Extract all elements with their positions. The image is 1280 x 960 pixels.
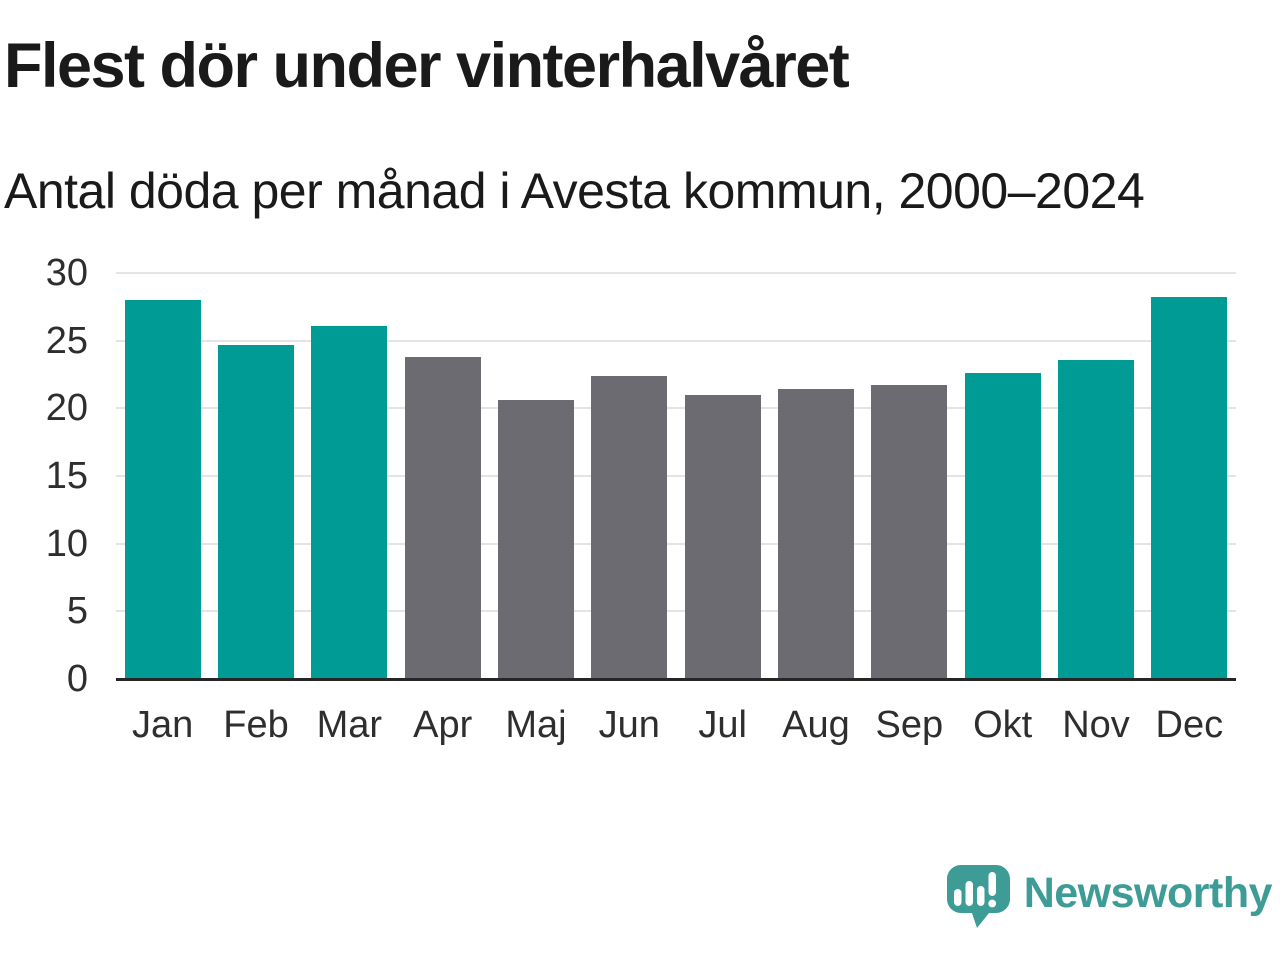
gridline-30 — [116, 272, 1236, 274]
y-tick-label-20: 20 — [45, 387, 88, 430]
gridline-5 — [116, 610, 1236, 613]
bar-nov — [1058, 359, 1134, 679]
newsworthy-wordmark: Newsworthy — [1023, 869, 1273, 917]
logo-exclamation-stem — [988, 872, 996, 896]
plot-area — [116, 272, 1236, 679]
x-tick-label-okt: Okt — [973, 704, 1033, 746]
bar-jul — [684, 394, 761, 679]
logo-exclamation-dot — [988, 899, 996, 908]
newsworthy-logo-icon — [946, 865, 1010, 928]
x-tick-label-jun: Jun — [598, 704, 660, 746]
x-tick-label-maj: Maj — [505, 704, 567, 746]
x-tick-label-feb: Feb — [223, 704, 289, 746]
gridline-15 — [116, 475, 1236, 477]
logo-bar-small — [953, 889, 962, 906]
bar-jan — [124, 300, 201, 679]
x-tick-label-dec: Dec — [1155, 704, 1224, 746]
logo-bar-mid — [976, 886, 985, 906]
x-tick-label-aug: Aug — [782, 704, 850, 746]
gridline-20 — [116, 407, 1236, 410]
x-tick-label-mar: Mar — [316, 704, 383, 746]
bar-dec — [1151, 297, 1228, 679]
x-tick-label-jan: Jan — [132, 704, 194, 746]
y-tick-label-5: 5 — [66, 590, 88, 633]
x-tick-label-sep: Sep — [875, 704, 944, 746]
bar-sep — [871, 385, 948, 679]
y-tick-label-30: 30 — [45, 252, 88, 294]
gridline-10 — [116, 542, 1236, 545]
bar-aug — [778, 389, 854, 679]
bar-maj — [498, 400, 574, 679]
y-tick-label-15: 15 — [45, 455, 88, 497]
x-tick-label-jul: Jul — [698, 704, 747, 746]
x-axis-line — [116, 678, 1236, 681]
x-tick-label-apr: Apr — [413, 704, 473, 746]
bar-apr — [404, 356, 481, 679]
x-axis: Jan Feb Mar Apr Maj Jun Jul Aug Sep Okt Nov Dec — [116, 700, 1236, 750]
newsworthy-logo[interactable]: Newsworthy — [946, 865, 1273, 930]
bar-mar — [311, 325, 388, 679]
bar-jun — [591, 375, 668, 679]
x-tick-label-nov: Nov — [1062, 704, 1130, 746]
y-tick-label-10: 10 — [45, 522, 88, 565]
bar-feb — [218, 344, 294, 679]
logo-bar-tall — [965, 881, 973, 906]
chart-subtitle: Antal döda per månad i Avesta kommun, 20… — [4, 163, 1145, 219]
gridline-25 — [116, 339, 1236, 342]
chart-title: Flest dör under vinterhalvåret — [4, 31, 850, 101]
y-tick-label-25: 25 — [45, 319, 88, 362]
y-tick-label-0: 0 — [66, 658, 88, 700]
bar-okt — [964, 373, 1041, 679]
